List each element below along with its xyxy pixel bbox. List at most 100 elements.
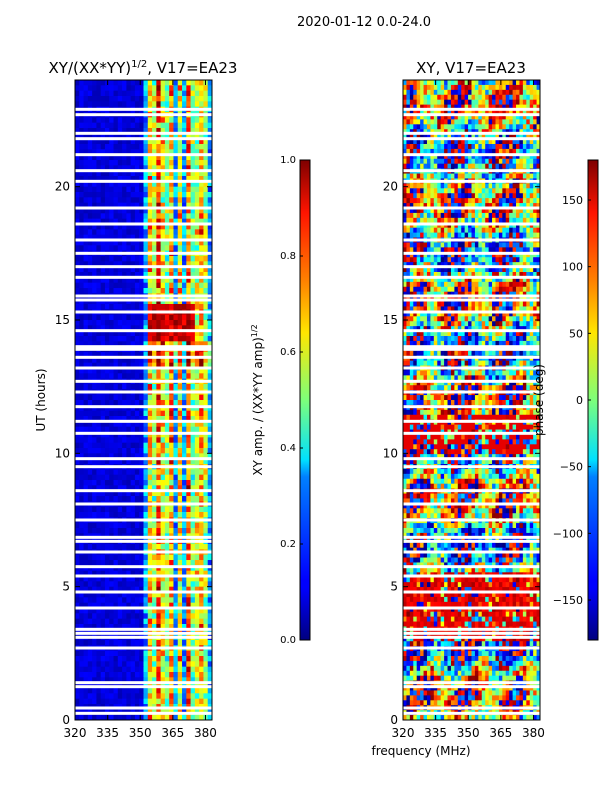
amp-cell bbox=[92, 688, 97, 694]
phase-cell bbox=[533, 119, 537, 125]
phase-cell bbox=[433, 99, 438, 106]
phase-cell bbox=[485, 89, 490, 96]
amp-cell bbox=[130, 160, 136, 166]
amp-cell bbox=[92, 341, 97, 348]
amp-cell bbox=[130, 352, 136, 358]
amp-cell bbox=[182, 245, 187, 252]
amp-cell bbox=[182, 373, 187, 380]
amp-cell bbox=[87, 576, 93, 582]
amp-cell bbox=[203, 234, 209, 241]
phase-cell bbox=[450, 183, 455, 189]
phase-cell bbox=[485, 139, 490, 145]
amp-cell bbox=[122, 528, 127, 534]
amp-cell bbox=[126, 469, 132, 476]
phase-cell bbox=[433, 198, 438, 204]
amp-cell bbox=[130, 698, 136, 705]
amp-cell bbox=[199, 554, 204, 561]
phase-cell bbox=[433, 134, 438, 140]
amp-cell bbox=[147, 453, 153, 460]
amp-cell bbox=[173, 138, 179, 145]
amp-cell bbox=[152, 362, 157, 369]
amp-cell bbox=[79, 469, 84, 476]
phase-cell bbox=[464, 183, 469, 189]
amp-cell bbox=[177, 693, 183, 700]
amp-cell bbox=[100, 213, 106, 220]
amp-cell bbox=[130, 581, 136, 588]
amp-cell bbox=[92, 576, 97, 582]
phase-cell bbox=[444, 148, 448, 155]
phase-cell bbox=[444, 198, 448, 204]
phase-cell bbox=[413, 212, 418, 219]
amp-cell bbox=[194, 213, 200, 220]
amp-cell bbox=[96, 677, 102, 684]
amp-cell bbox=[117, 122, 123, 129]
amp-cell bbox=[100, 693, 106, 700]
amp-cell bbox=[156, 474, 162, 481]
amp-cell bbox=[130, 448, 136, 454]
amp-cell bbox=[182, 522, 187, 529]
amp-cell bbox=[190, 544, 196, 550]
amp-cell bbox=[100, 688, 106, 694]
phase-cell bbox=[498, 208, 503, 214]
amp-cell bbox=[113, 362, 119, 369]
amp-cell bbox=[152, 170, 157, 177]
phase-cell bbox=[509, 173, 513, 179]
amp-cell bbox=[117, 154, 123, 161]
amp-cell bbox=[156, 432, 162, 438]
amp-cell bbox=[130, 469, 136, 476]
amp-cell bbox=[109, 176, 114, 182]
amp-cell bbox=[134, 485, 140, 492]
amp-cell bbox=[147, 325, 153, 332]
amp-cell bbox=[96, 640, 102, 646]
amp-cell bbox=[79, 80, 84, 86]
amp-cell bbox=[194, 330, 200, 337]
phase-cell bbox=[509, 109, 513, 115]
amp-cell bbox=[147, 613, 153, 620]
amp-cell bbox=[156, 394, 162, 401]
phase-cell bbox=[492, 94, 496, 101]
amp-cell bbox=[156, 304, 162, 310]
amp-cell bbox=[122, 165, 127, 172]
phase-cell bbox=[426, 203, 431, 209]
phase-cell bbox=[505, 84, 510, 91]
amp-cell bbox=[92, 288, 97, 294]
phase-cell bbox=[488, 183, 493, 189]
amp-cell bbox=[83, 144, 89, 150]
amp-cell bbox=[164, 565, 170, 572]
phase-cell bbox=[492, 80, 496, 86]
amp-cell bbox=[117, 80, 123, 86]
amp-cell bbox=[199, 453, 204, 460]
phase-cell bbox=[437, 193, 442, 199]
amp-cell bbox=[109, 218, 114, 225]
phase-cell bbox=[440, 94, 445, 101]
amp-cell bbox=[113, 304, 119, 310]
amp-cell bbox=[100, 458, 106, 465]
phase-cell bbox=[529, 134, 534, 140]
phase-cell bbox=[440, 114, 445, 120]
amp-cell bbox=[139, 266, 144, 273]
phase-cell bbox=[420, 212, 424, 219]
phase-cell bbox=[516, 153, 520, 160]
phase-cell bbox=[492, 134, 496, 140]
phase-cell bbox=[433, 144, 438, 150]
amp-cell bbox=[117, 101, 123, 108]
amp-cell bbox=[122, 661, 127, 668]
amp-cell bbox=[134, 512, 140, 518]
amp-cell bbox=[130, 90, 136, 97]
phase-cell bbox=[485, 163, 490, 170]
phase-cell bbox=[474, 173, 479, 179]
phase-cell bbox=[481, 144, 486, 150]
amp-cell bbox=[130, 272, 136, 278]
amp-cell bbox=[139, 202, 144, 209]
amp-cell bbox=[96, 330, 102, 337]
amp-cell bbox=[194, 400, 200, 406]
amp-cell bbox=[139, 597, 144, 604]
amp-cell bbox=[134, 592, 140, 598]
phase-cell bbox=[522, 89, 527, 96]
amp-cell bbox=[194, 272, 200, 278]
phase-cell bbox=[519, 163, 524, 170]
amp-cell bbox=[147, 197, 153, 204]
amp-cell bbox=[87, 522, 93, 529]
amp-cell bbox=[186, 544, 191, 550]
amp-cell bbox=[139, 384, 144, 390]
